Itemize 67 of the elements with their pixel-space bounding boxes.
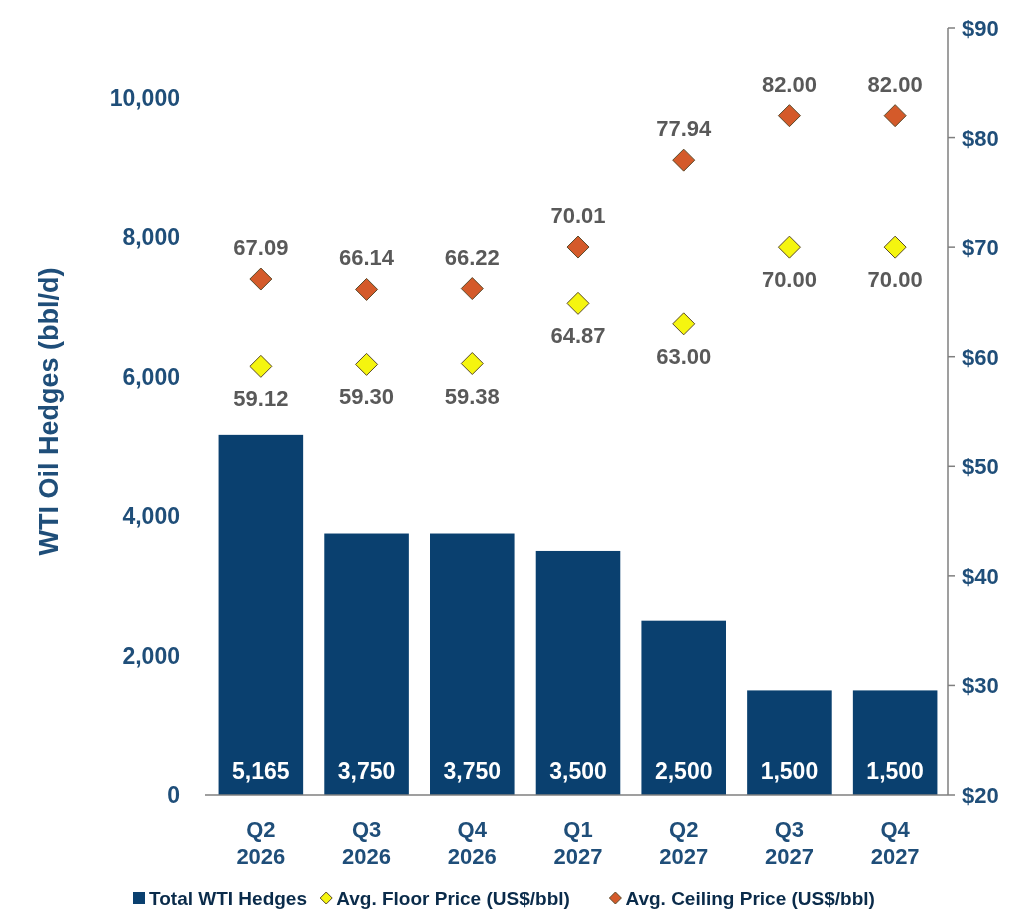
y2-tick-label: $70 — [962, 235, 999, 261]
data-label: 70.00 — [761, 267, 817, 293]
point — [777, 104, 801, 128]
point — [249, 267, 273, 291]
data-label: 67.09 — [233, 235, 289, 261]
y2-tick-label: $60 — [962, 344, 999, 370]
data-label: 59.12 — [233, 386, 289, 412]
y2-tick-label: $20 — [962, 783, 999, 808]
point — [460, 277, 484, 301]
legend-label: Avg. Floor Price (US$/bbl) — [336, 888, 570, 909]
data-label: 82.00 — [867, 71, 923, 97]
x-tick-label: Q2 2027 — [659, 817, 709, 869]
x-tick-label: Q2 2026 — [236, 817, 286, 869]
bar — [324, 533, 409, 795]
y-tick-label: 2,000 — [122, 642, 180, 669]
bar — [430, 533, 515, 795]
bar — [535, 550, 621, 795]
y2-tick-label: $80 — [962, 125, 999, 151]
data-label: 2,500 — [654, 758, 713, 784]
data-label: 70.01 — [550, 203, 606, 229]
legend-label: Total WTI Hedges — [149, 888, 307, 909]
legend-label: Avg. Ceiling Price (US$/bbl) — [625, 888, 875, 909]
point — [672, 312, 696, 336]
bar — [852, 690, 938, 795]
data-label: 63.00 — [656, 343, 712, 369]
y2-tick-label: $40 — [962, 563, 999, 589]
y-tick-label: 4,000 — [122, 503, 180, 530]
point — [777, 235, 801, 259]
y-tick-label: 6,000 — [122, 363, 180, 390]
data-label: 82.00 — [761, 71, 817, 97]
y-tick-label: 0 — [167, 782, 180, 808]
point — [883, 235, 907, 259]
data-label: 64.87 — [550, 323, 606, 349]
data-label: 59.38 — [444, 383, 500, 409]
point — [672, 148, 696, 172]
point — [566, 235, 590, 259]
bar — [641, 620, 726, 795]
y2-tick-label: $90 — [962, 16, 999, 41]
point — [460, 352, 484, 376]
data-label: 5,165 — [232, 758, 290, 784]
point — [883, 104, 907, 128]
data-label: 66.14 — [339, 245, 395, 271]
y-tick-label: 10,000 — [109, 84, 180, 111]
x-tick-label: Q1 2027 — [553, 817, 603, 869]
x-tick-label: Q3 2026 — [342, 817, 392, 869]
point — [249, 354, 273, 378]
data-label: 77.94 — [656, 116, 712, 142]
data-label: 59.30 — [339, 384, 395, 410]
data-label: 66.22 — [444, 244, 500, 270]
point — [355, 352, 379, 376]
point — [566, 291, 590, 315]
data-label: 3,750 — [337, 758, 396, 784]
y2-tick-label: $30 — [962, 673, 999, 699]
x-tick-label: Q4 2026 — [447, 817, 497, 869]
data-label: 70.00 — [867, 267, 923, 293]
y-axis-title: WTI Oil Hedges (bbl/d) — [34, 267, 64, 556]
data-label: 1,500 — [866, 758, 924, 784]
bar — [218, 434, 304, 795]
x-tick-label: Q4 2027 — [870, 817, 920, 869]
point — [355, 277, 379, 301]
bar — [747, 690, 832, 795]
data-label: 3,750 — [443, 758, 502, 784]
y-tick-label: 8,000 — [122, 224, 180, 251]
data-label: 1,500 — [760, 758, 819, 784]
x-tick-label: Q3 2027 — [764, 817, 814, 869]
data-label: 3,500 — [549, 758, 607, 784]
y2-tick-label: $50 — [962, 454, 999, 480]
